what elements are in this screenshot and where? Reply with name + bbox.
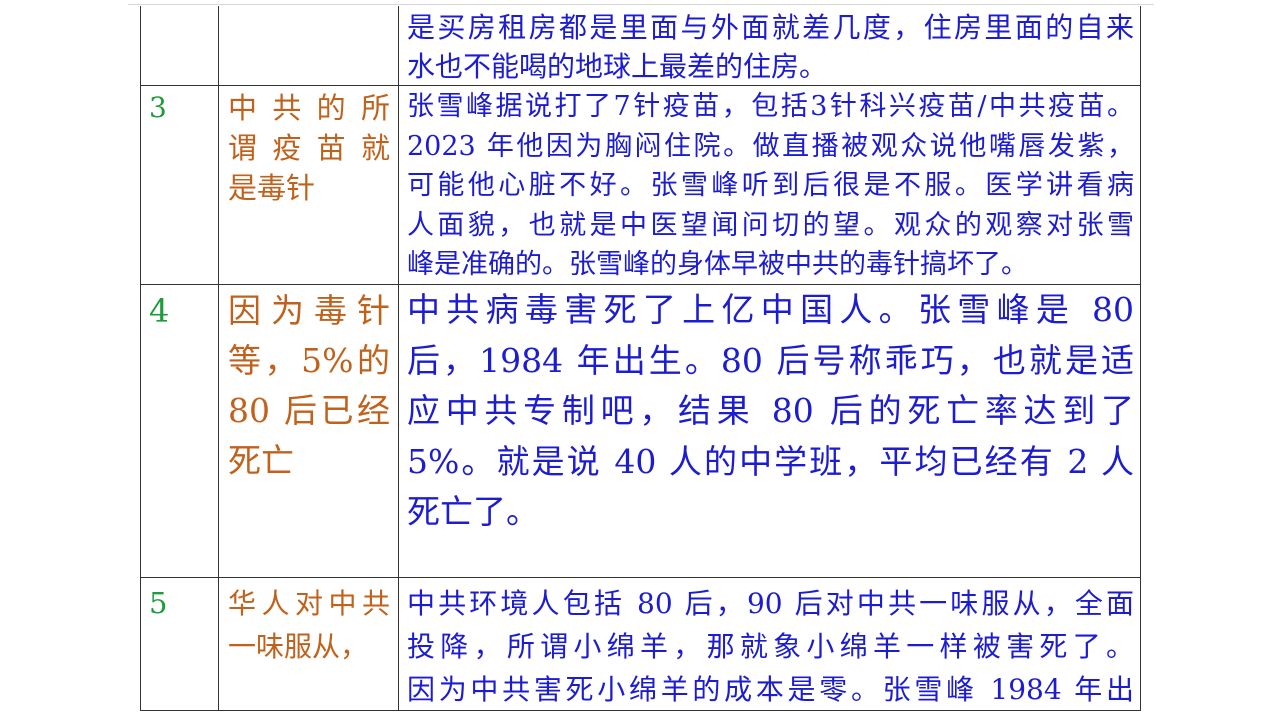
- content-line: 是买房租房都是里面与外面就差几度，住房里面的自来: [407, 11, 1134, 44]
- title-line: 华人对中共: [228, 587, 390, 620]
- column-divider: [218, 6, 219, 710]
- title-line: 死亡: [228, 441, 294, 480]
- content-line: 可能他心脏不好。张雪峰听到后很是不服。医学讲看病: [407, 170, 1134, 201]
- content-line: 死亡了。: [407, 492, 539, 531]
- title-line: 谓疫苗就: [228, 131, 390, 165]
- row-number: 4: [149, 292, 170, 330]
- title-line: 一味服从，: [228, 630, 369, 663]
- row-number: 3: [149, 91, 167, 124]
- content-line: 投降，所谓小绵羊，那就象小绵羊一样被害死了。: [407, 630, 1134, 663]
- row-divider: [141, 85, 1140, 86]
- row-title: 华人对中共 一味服从，: [228, 582, 390, 668]
- row-content: 中共病毒害死了上亿中国人。张雪峰是 80 后，1984 年出生。80 后号称乖巧…: [407, 285, 1134, 538]
- content-line: 后，1984 年出生。80 后号称乖巧，也就是适: [407, 340, 1134, 380]
- content-line: 应中共专制吧，结果 80 后的死亡率达到了: [407, 391, 1134, 430]
- row-title: 中共的所 谓疫苗就 是毒针: [228, 88, 390, 208]
- content-line: 2023 年他因为胸闷住院。做直播被观众说他嘴唇发紫，: [407, 130, 1134, 162]
- row-title: 因为毒针 等，5%的 80 后已经 死亡: [228, 286, 390, 486]
- content-line: 中共环境人包括 80 后，90 后对中共一味服从，全面: [407, 587, 1134, 620]
- title-line: 中共的所: [228, 91, 390, 125]
- row-divider: [141, 577, 1140, 578]
- title-line: 80 后已经: [228, 391, 390, 430]
- content-line: 水也不能喝的地球上最差的住房。: [407, 50, 828, 83]
- content-line: 5%。就是说 40 人的中学班，平均已经有 2 人: [407, 441, 1134, 481]
- column-divider: [398, 6, 399, 710]
- title-line: 等，5%的: [228, 341, 390, 380]
- content-line: 人面貌，也就是中医望闻问切的望。观众的观察对张雪: [407, 209, 1134, 241]
- content-line: 峰是准确的。张雪峰的身体早被中共的毒针搞坏了。: [407, 249, 1028, 280]
- content-line: 中共病毒害死了上亿中国人。张雪峰是 80: [407, 290, 1134, 329]
- title-line: 因为毒针: [228, 291, 390, 330]
- title-line: 是毒针: [228, 171, 316, 205]
- row-content: 张雪峰据说打了7针疫苗，包括3针科兴疫苗/中共疫苗。 2023 年他因为胸闷住院…: [407, 87, 1134, 285]
- row-content: 中共环境人包括 80 后，90 后对中共一味服从，全面 投降，所谓小绵羊，那就象…: [407, 582, 1134, 711]
- row-number: 5: [149, 586, 168, 620]
- content-line: 因为中共害死小绵羊的成本是零。张雪峰 1984 年出: [407, 673, 1134, 706]
- content-line: 张雪峰据说打了7针疫苗，包括3针科兴疫苗/中共疫苗。: [407, 91, 1134, 122]
- row-divider: [141, 284, 1140, 285]
- page-top-edge: [128, 4, 1154, 5]
- document-table: 是买房租房都是里面与外面就差几度，住房里面的自来 水也不能喝的地球上最差的住房。…: [140, 6, 1141, 711]
- table-row-continuation-content: 是买房租房都是里面与外面就差几度，住房里面的自来 水也不能喝的地球上最差的住房。: [407, 8, 1134, 86]
